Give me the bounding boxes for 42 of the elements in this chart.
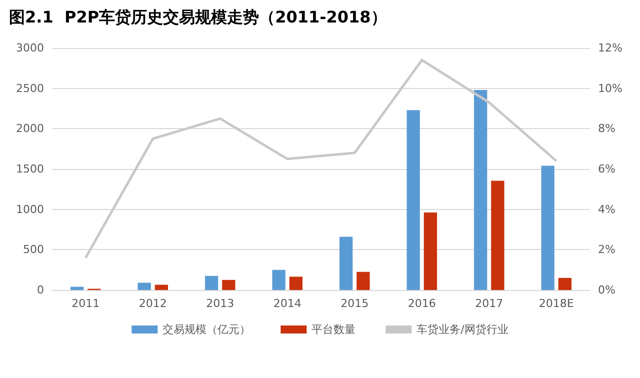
bar — [356, 272, 370, 290]
bar — [541, 166, 554, 290]
x-tick-label: 2014 — [273, 297, 302, 310]
y2-tick-label: 8% — [598, 122, 616, 136]
bar — [339, 236, 353, 290]
bar — [70, 286, 84, 290]
x-tick-label: 2016 — [408, 297, 436, 310]
y-tick-label: 0 — [37, 284, 44, 296]
y2-tick-label: 10% — [598, 82, 622, 95]
y-tick-label: 3000 — [16, 42, 44, 54]
y-tick-label: 2500 — [16, 82, 44, 95]
bar — [424, 212, 438, 290]
bar — [406, 110, 420, 290]
y2-tick-label: 0% — [598, 284, 616, 296]
chart-title: 图2.1 P2P车贷历史交易规模走势（2011-2018） — [9, 8, 387, 26]
bar — [154, 284, 168, 290]
bar — [204, 276, 218, 290]
y-tick-label: 2000 — [16, 122, 44, 136]
y2-tick-label: 12% — [598, 42, 622, 54]
y-tick-label: 1000 — [16, 202, 44, 216]
bar — [138, 282, 151, 290]
bar — [222, 280, 236, 290]
y-tick-label: 500 — [23, 243, 44, 256]
x-tick-label: 2017 — [475, 297, 504, 310]
x-tick-label: 2011 — [72, 297, 100, 310]
legend-label: 平台数量 — [312, 323, 356, 336]
legend-label: 交易规模（亿元） — [162, 323, 251, 336]
x-tick-label: 2013 — [206, 297, 234, 310]
y2-tick-label: 6% — [598, 162, 616, 176]
y2-tick-label: 2% — [598, 243, 616, 256]
x-tick-label: 2018E — [538, 297, 574, 310]
bar — [474, 90, 488, 290]
x-tick-label: 2012 — [138, 297, 167, 310]
y-tick-label: 1500 — [16, 162, 44, 176]
bar — [558, 278, 572, 290]
line-series — [84, 58, 558, 259]
x-tick-label: 2015 — [340, 297, 369, 310]
bar — [289, 276, 303, 290]
legend-label: 车贷业务/网贷行业 — [416, 323, 508, 336]
bar — [491, 180, 504, 290]
y2-tick-label: 4% — [598, 202, 616, 216]
bar — [272, 270, 286, 290]
